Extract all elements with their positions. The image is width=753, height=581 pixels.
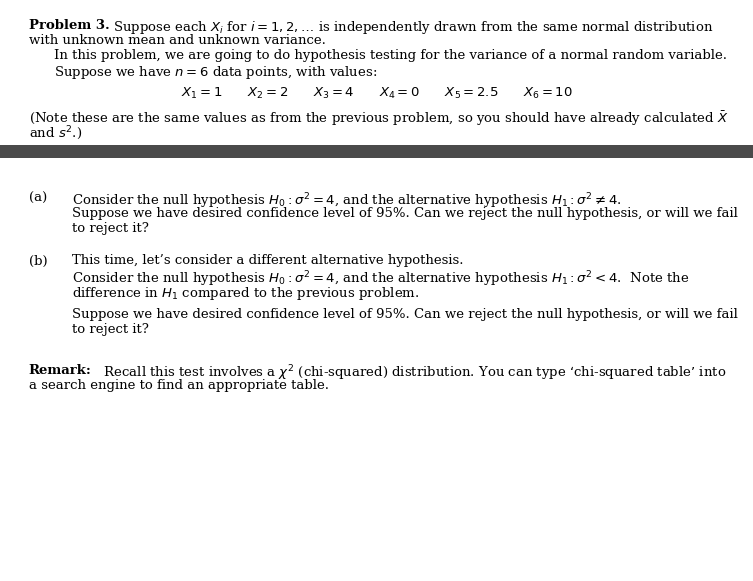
Text: Consider the null hypothesis $H_0 : \sigma^2 = 4$, and the alternative hypothesi: Consider the null hypothesis $H_0 : \sig… <box>72 192 621 211</box>
Text: Suppose each $X_i$ for $i = 1, 2, \ldots$ is independently drawn from the same n: Suppose each $X_i$ for $i = 1, 2, \ldots… <box>109 19 714 35</box>
Text: Remark:: Remark: <box>29 364 91 376</box>
Text: $X_1 = 1 \qquad X_2 = 2 \qquad X_3 = 4 \qquad X_4 = 0 \qquad X_5 = 2.5 \qquad X_: $X_1 = 1 \qquad X_2 = 2 \qquad X_3 = 4 \… <box>181 86 572 101</box>
Text: (b): (b) <box>29 254 47 267</box>
Text: and $s^2$.): and $s^2$.) <box>29 124 82 142</box>
Text: This time, let’s consider a different alternative hypothesis.: This time, let’s consider a different al… <box>72 254 463 267</box>
Text: Consider the null hypothesis $H_0 : \sigma^2 = 4$, and the alternative hypothesi: Consider the null hypothesis $H_0 : \sig… <box>72 270 689 289</box>
Text: (Note these are the same values as from the previous problem, so you should have: (Note these are the same values as from … <box>29 109 728 128</box>
Text: Recall this test involves a $\chi^2$ (chi-squared) distribution. You can type ‘c: Recall this test involves a $\chi^2$ (ch… <box>91 364 727 383</box>
Text: In this problem, we are going to do hypothesis testing for the variance of a nor: In this problem, we are going to do hypo… <box>54 49 727 62</box>
Bar <box>0 145 753 158</box>
Text: Suppose we have desired confidence level of 95%. Can we reject the null hypothes: Suppose we have desired confidence level… <box>72 308 737 321</box>
Text: a search engine to find an appropriate table.: a search engine to find an appropriate t… <box>29 379 328 392</box>
Text: with unknown mean and unknown variance.: with unknown mean and unknown variance. <box>29 34 325 46</box>
Text: Suppose we have $n = 6$ data points, with values:: Suppose we have $n = 6$ data points, wit… <box>54 64 377 81</box>
Text: Suppose we have desired confidence level of 95%. Can we reject the null hypothes: Suppose we have desired confidence level… <box>72 207 737 220</box>
Text: to reject it?: to reject it? <box>72 222 148 235</box>
Text: Problem 3.: Problem 3. <box>29 19 109 31</box>
Text: (a): (a) <box>29 192 47 205</box>
Text: difference in $H_1$ compared to the previous problem.: difference in $H_1$ compared to the prev… <box>72 285 419 302</box>
Text: to reject it?: to reject it? <box>72 323 148 336</box>
